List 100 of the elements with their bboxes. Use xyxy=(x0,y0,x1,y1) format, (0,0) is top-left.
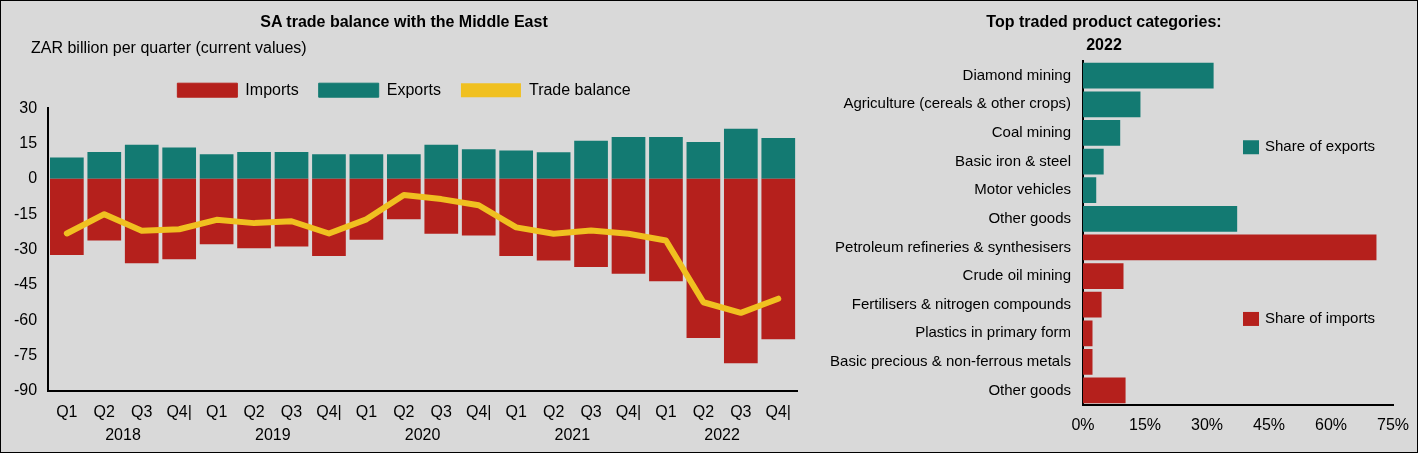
bar xyxy=(274,152,309,179)
bar xyxy=(1083,263,1124,289)
bar xyxy=(1083,320,1093,347)
x-tick-label: 45% xyxy=(1252,415,1286,433)
text: 2020 xyxy=(404,426,441,444)
bar xyxy=(761,138,796,179)
x-tick-label: Q4| xyxy=(615,402,642,420)
y-tick-label: -60 xyxy=(14,310,38,328)
x-tick-label: Q3 xyxy=(131,402,153,420)
x-tick-label: Q4| xyxy=(765,402,792,420)
legend-label: Share of exports xyxy=(1265,137,1376,155)
x-tick-label: Q1 xyxy=(655,402,677,420)
y-tick-label: Fertilisers & nitrogen compounds xyxy=(851,294,1071,312)
x-tick-label: Q1 xyxy=(355,402,378,420)
bar xyxy=(312,154,346,179)
x-tick-label: 30% xyxy=(1190,415,1224,433)
x-tick-label: Q2 xyxy=(692,402,715,420)
bar xyxy=(723,178,758,364)
bar xyxy=(1083,205,1238,232)
y-tick-label: 15 xyxy=(19,133,38,151)
y-tick-label: Petroleum refineries & synthesisers xyxy=(835,237,1071,255)
x-tick-label: Q2 xyxy=(243,402,265,420)
x-tick-label: Q4| xyxy=(465,402,492,420)
bar xyxy=(199,154,234,179)
bar xyxy=(87,152,122,179)
y-tick-label: 30 xyxy=(19,98,38,116)
y-tick-label: -15 xyxy=(14,204,38,222)
bar xyxy=(386,154,421,179)
bar xyxy=(1083,291,1102,318)
x-tick-label: Q4| xyxy=(316,402,342,420)
y-tick-label: Other goods xyxy=(988,380,1071,398)
y-tick-label: Agriculture (cereals & other crops) xyxy=(843,94,1071,112)
y-tick-label: Crude oil mining xyxy=(962,266,1071,284)
bar xyxy=(162,147,197,179)
legend-label: Trade balance xyxy=(528,80,631,98)
bar xyxy=(424,144,459,179)
y-tick-label: -45 xyxy=(14,275,38,293)
bar xyxy=(461,149,496,179)
x-tick-label: Q2 xyxy=(542,402,565,420)
y-axis-title: ZAR billion per quarter (current values) xyxy=(31,39,307,57)
y-tick-label: -75 xyxy=(14,345,38,363)
bar xyxy=(1083,349,1093,375)
y-tick-label: 0 xyxy=(28,169,38,187)
bar xyxy=(499,150,534,179)
chart-title: SA trade balance with the Middle East xyxy=(260,13,549,31)
x-tick-label: Q3 xyxy=(280,402,303,420)
y-tick-label: Basic precious & non-ferrous metals xyxy=(830,352,1071,370)
legend-label: Exports xyxy=(386,80,441,98)
bar xyxy=(649,178,683,282)
legend-label: Share of imports xyxy=(1265,309,1376,327)
bar xyxy=(723,128,758,179)
y-tick-label: Plastics in primary form xyxy=(915,323,1071,341)
bar xyxy=(1083,234,1377,261)
chart-subtitle: 2022 xyxy=(1086,36,1122,54)
bar xyxy=(686,178,721,339)
chart-title: Top traded product categories: xyxy=(986,13,1222,31)
bar xyxy=(611,178,646,274)
bar xyxy=(1083,377,1126,404)
x-tick-label: Q1 xyxy=(505,402,527,420)
x-tick-label: Q3 xyxy=(430,402,453,420)
bar xyxy=(536,178,571,261)
bar xyxy=(611,136,646,179)
text: 2022 xyxy=(704,426,741,444)
y-tick-label: Other goods xyxy=(988,208,1071,226)
y-tick-label: Diamond mining xyxy=(962,65,1071,83)
bar xyxy=(649,136,683,179)
x-tick-label: Q3 xyxy=(730,402,752,420)
text: 2021 xyxy=(554,426,591,444)
bar xyxy=(1083,177,1097,204)
x-tick-label: 15% xyxy=(1128,415,1162,433)
x-tick-label: Q2 xyxy=(93,402,116,420)
bar xyxy=(536,152,571,179)
bar xyxy=(499,178,534,257)
y-tick-label: Basic iron & steel xyxy=(955,151,1071,169)
bar xyxy=(686,142,721,179)
bar xyxy=(1083,62,1214,89)
x-tick-label: Q1 xyxy=(56,402,78,420)
bar xyxy=(574,178,608,267)
legend-label: Imports xyxy=(245,80,299,98)
x-tick-label: 0% xyxy=(1071,415,1095,433)
bar xyxy=(1083,91,1141,118)
x-tick-label: Q1 xyxy=(205,402,228,420)
y-tick-label: -30 xyxy=(14,239,38,257)
bar xyxy=(50,178,84,255)
bar xyxy=(237,152,271,179)
bar xyxy=(761,178,796,340)
x-tick-label: 75% xyxy=(1376,415,1410,433)
bar xyxy=(124,144,159,179)
x-tick-label: 60% xyxy=(1314,415,1348,433)
bar xyxy=(162,178,197,260)
bar xyxy=(237,178,271,249)
bar xyxy=(1083,120,1121,146)
bar xyxy=(1083,148,1104,175)
x-tick-label: Q4| xyxy=(166,402,192,420)
bar xyxy=(349,154,384,179)
x-tick-label: Q3 xyxy=(580,402,602,420)
text: 2019 xyxy=(254,426,291,444)
bar xyxy=(124,178,159,264)
x-tick-label: Q2 xyxy=(393,402,415,420)
y-tick-label: -90 xyxy=(14,381,38,399)
